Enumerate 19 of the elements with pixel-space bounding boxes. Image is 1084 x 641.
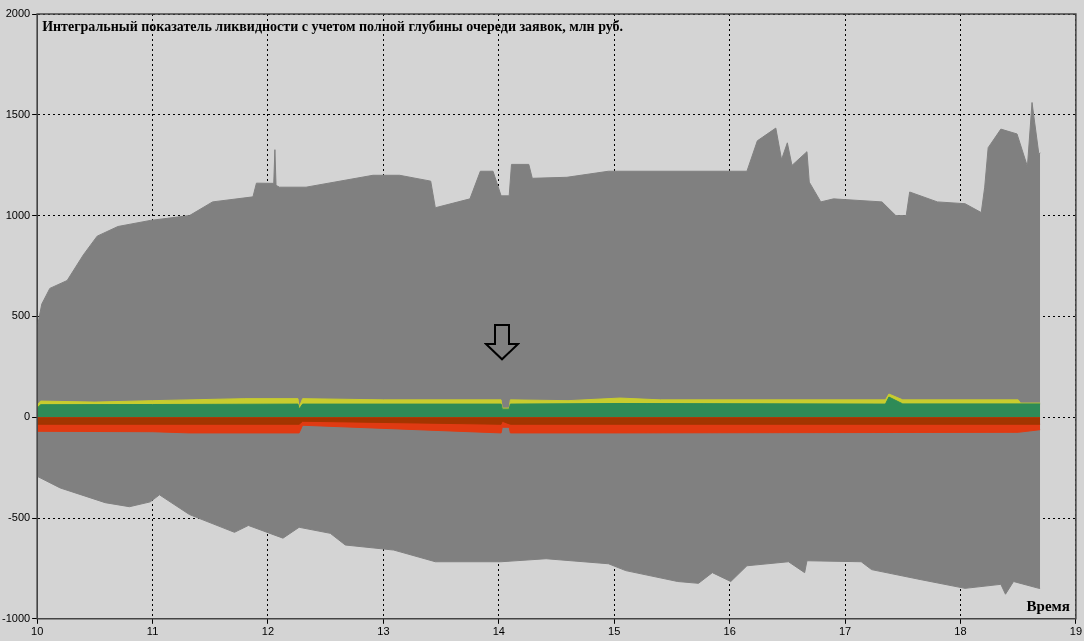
x-tick-label: 12 bbox=[261, 625, 275, 638]
x-axis-title: Время bbox=[1026, 598, 1070, 615]
y-tick-label: 1500 bbox=[5, 107, 31, 120]
y-tick-label: -1000 bbox=[1, 611, 31, 624]
x-tick-label: 19 bbox=[1069, 625, 1083, 638]
y-tick-label: -500 bbox=[8, 511, 31, 524]
chart-title: Интегральный показатель ликвидности с учетом полной глубины очереди заявок, млн руб. bbox=[42, 18, 624, 34]
x-tick-label: 11 bbox=[146, 625, 159, 638]
y-tick-label: 500 bbox=[11, 309, 31, 322]
x-tick-label: 15 bbox=[608, 625, 621, 638]
x-tick-label: 13 bbox=[377, 625, 390, 638]
x-tick-label: 17 bbox=[838, 625, 852, 638]
x-tick-label: 16 bbox=[723, 625, 736, 638]
x-tick-label: 10 bbox=[31, 625, 44, 638]
x-tick-label: 18 bbox=[954, 625, 967, 638]
y-tick-label: 0 bbox=[24, 410, 31, 423]
x-tick-label: 14 bbox=[492, 625, 505, 638]
y-tick-label: 1000 bbox=[5, 208, 31, 221]
y-tick-label: 2000 bbox=[5, 7, 31, 20]
